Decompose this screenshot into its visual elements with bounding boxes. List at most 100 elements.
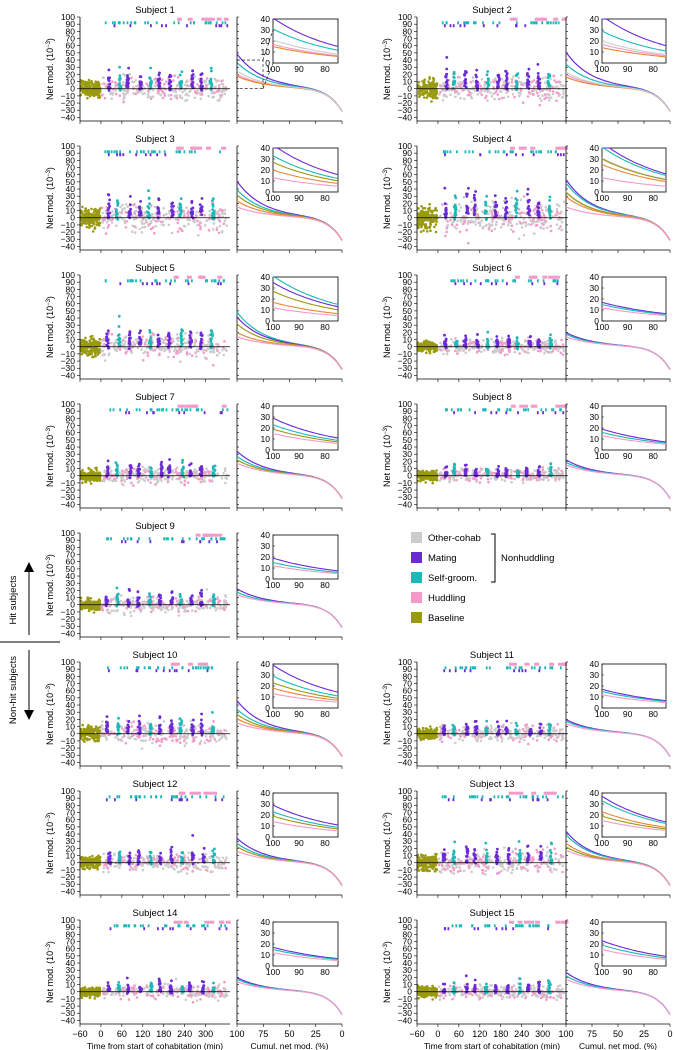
data-point	[435, 215, 438, 218]
inset-y-tick-label: 20	[261, 165, 271, 175]
data-point	[133, 467, 136, 471]
data-point	[117, 333, 121, 337]
event-tick	[557, 21, 560, 25]
data-point	[199, 209, 202, 213]
data-point	[513, 95, 516, 99]
y-axis-label: Net mod. (10−3)	[45, 167, 55, 229]
event-tick	[510, 146, 515, 150]
data-point	[462, 218, 466, 221]
data-point	[148, 331, 152, 334]
event-tick	[187, 404, 193, 408]
data-point	[459, 349, 462, 352]
data-point	[128, 476, 132, 480]
event-tick	[540, 150, 542, 154]
event-tick	[110, 150, 113, 154]
event-tick	[194, 150, 196, 154]
data-point	[456, 219, 460, 223]
data-point	[204, 79, 208, 83]
data-point	[504, 84, 508, 88]
data-point	[85, 478, 88, 481]
data-point	[560, 220, 564, 224]
data-point	[127, 214, 131, 218]
data-point	[560, 338, 563, 342]
y-tick-label: 90	[403, 19, 413, 29]
data-point	[83, 344, 86, 347]
data-point	[140, 348, 143, 351]
data-point	[107, 88, 111, 92]
data-point	[86, 219, 90, 223]
data-point	[108, 83, 112, 86]
data-point	[459, 206, 463, 209]
data-point	[156, 333, 160, 337]
event-tick	[186, 24, 188, 28]
event-tick	[466, 279, 468, 283]
data-point	[223, 92, 227, 96]
data-point	[219, 96, 222, 99]
data-point	[548, 214, 552, 217]
data-point	[181, 458, 185, 462]
data-point	[156, 77, 160, 81]
data-point	[482, 339, 485, 342]
event-tick	[466, 21, 468, 25]
data-point	[140, 231, 144, 234]
inset-y-tick-label: 0	[594, 58, 599, 68]
subject-title: Subject 6	[472, 263, 512, 274]
data-point	[207, 94, 210, 98]
data-point	[561, 353, 565, 357]
data-point	[212, 364, 215, 367]
data-point	[124, 203, 128, 206]
data-point	[210, 82, 214, 86]
event-tick	[541, 21, 544, 25]
data-point	[218, 224, 222, 228]
data-point	[435, 220, 439, 223]
data-point	[224, 476, 227, 480]
data-point	[465, 194, 469, 198]
event-tick	[170, 279, 172, 283]
data-point	[496, 93, 500, 96]
data-point	[169, 97, 173, 101]
inset-curve-line	[601, 163, 667, 183]
data-point	[210, 91, 213, 95]
data-point	[189, 331, 193, 335]
data-point	[509, 213, 512, 217]
data-point	[118, 211, 121, 214]
data-point	[477, 349, 481, 353]
data-point	[199, 225, 202, 229]
event-tick	[173, 21, 176, 25]
data-point	[148, 76, 152, 80]
data-point	[82, 477, 85, 481]
data-point	[476, 333, 479, 336]
data-point	[558, 216, 561, 219]
data-point	[90, 80, 93, 83]
data-point	[490, 211, 494, 215]
data-point	[91, 93, 94, 97]
event-tick	[140, 150, 142, 154]
data-point	[489, 205, 492, 209]
data-point	[200, 205, 204, 209]
data-point	[562, 90, 565, 93]
inset-x-tick-label: 90	[294, 451, 304, 461]
data-point	[179, 350, 183, 354]
data-point	[426, 343, 430, 347]
data-point	[117, 83, 121, 87]
data-point	[214, 85, 217, 88]
data-point	[199, 342, 203, 346]
data-point	[532, 348, 536, 352]
inset-curve-line	[601, 40, 667, 56]
y-tick-label: −40	[61, 241, 76, 251]
data-point	[494, 200, 497, 204]
data-point	[487, 212, 490, 215]
data-point	[188, 90, 191, 93]
cumul-curves	[565, 179, 671, 241]
event-tick	[532, 21, 535, 25]
data-point	[198, 220, 202, 224]
data-point	[144, 218, 148, 222]
data-point	[531, 342, 535, 346]
data-point	[470, 219, 473, 222]
data-point	[480, 350, 483, 354]
inset-x-tick-label: 80	[320, 322, 330, 332]
data-point	[475, 81, 478, 84]
data-point	[87, 208, 90, 212]
data-point	[117, 314, 121, 318]
